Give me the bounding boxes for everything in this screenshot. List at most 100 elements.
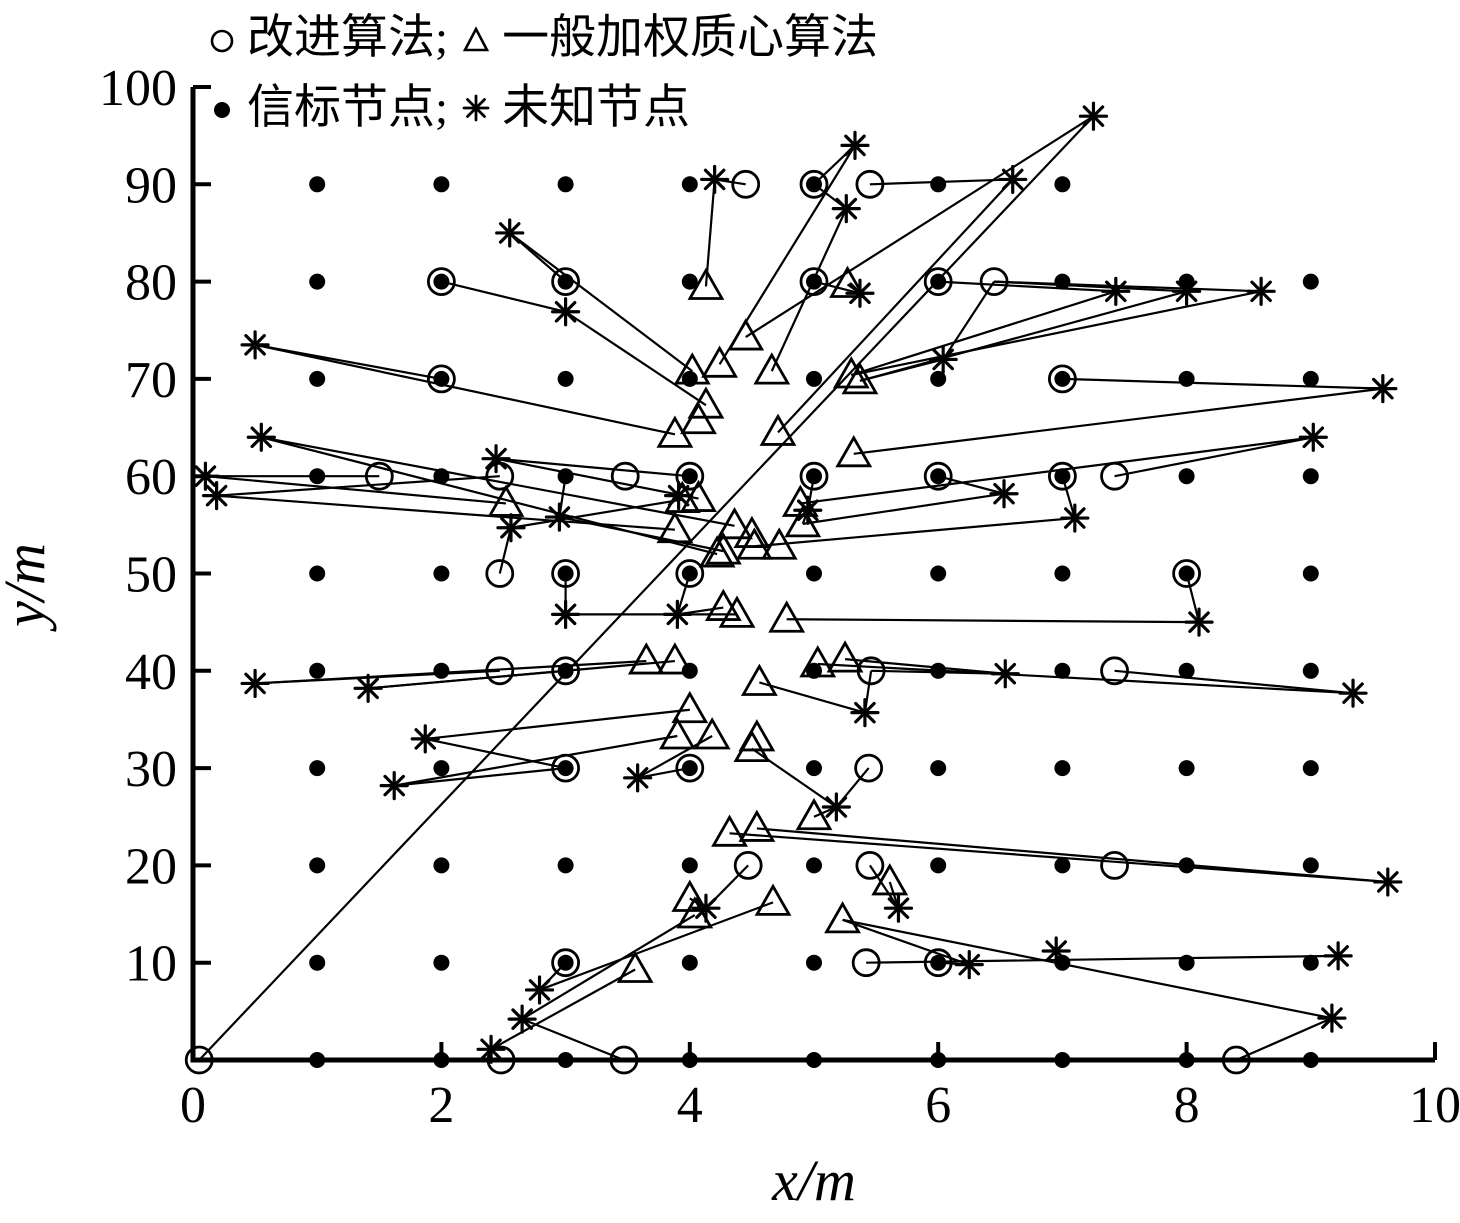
axes-layer: 0 2 4 6 8 10 10 20 30 40 50 60 70 80 90 100 x/m y/m	[0, 60, 1460, 1213]
beacon-node-marker	[1302, 662, 1319, 679]
beacon-node-marker	[1054, 662, 1071, 679]
beacon-node-marker	[1178, 662, 1195, 679]
unknown-node-marker	[821, 792, 851, 822]
centroid-estimate-marker	[711, 814, 748, 847]
unknown-node-marker	[1317, 1003, 1347, 1033]
error-line	[216, 494, 675, 531]
y-axis-tick-label: 40	[125, 644, 177, 701]
beacon-node-marker	[309, 370, 326, 387]
unknown-node-marker	[840, 130, 870, 160]
unknown-node-marker	[1101, 276, 1131, 306]
error-line	[539, 901, 774, 991]
error-line	[425, 708, 690, 741]
centroid-estimate-marker	[733, 515, 771, 548]
beacon-node-marker	[1054, 954, 1071, 971]
error-line	[868, 864, 900, 909]
beacon-node-marker	[681, 273, 698, 290]
unknown-node-marker	[246, 422, 276, 452]
unknown-node-marker	[1041, 936, 1071, 966]
error-line	[800, 436, 1314, 505]
improved-estimate-marker	[485, 656, 515, 686]
y-axis-tick-label: 80	[125, 255, 177, 312]
beacon-node-marker	[309, 857, 326, 874]
error-line	[942, 280, 996, 361]
improved-estimate-marker	[923, 461, 953, 491]
error-line	[844, 658, 1006, 675]
error-line	[637, 767, 691, 779]
beacon-node-marker	[1178, 468, 1195, 485]
error-line	[394, 767, 566, 787]
beacon-node-marker	[433, 760, 450, 777]
centroid-estimate-marker	[841, 362, 879, 395]
centroid-estimate-marker	[704, 532, 742, 565]
beacon-node-marker	[681, 760, 698, 777]
unknown-node-marker	[495, 218, 525, 248]
improved-estimate-marker	[1048, 461, 1077, 491]
beacon-node-marker	[806, 857, 822, 874]
unknown-node-marker	[664, 481, 694, 511]
beacon-node-marker	[806, 565, 822, 582]
y-axis-tick-label: 90	[125, 157, 177, 214]
unknown-node-marker	[954, 950, 984, 980]
error-line	[368, 659, 675, 690]
improved-estimate-marker	[855, 169, 885, 199]
beacon-node-marker	[1302, 857, 1319, 874]
improved-estimate-marker	[1100, 461, 1129, 491]
centroid-estimate-marker	[673, 352, 711, 385]
centroid-estimate-marker	[687, 267, 725, 300]
centroid-estimate-marker	[658, 717, 696, 750]
centroid-estimate-marker	[871, 863, 909, 896]
legend: 改进算法; 一般加权质心算法 信标节点;	[205, 4, 878, 142]
error-line	[198, 115, 1095, 1061]
beacon-node-marker	[681, 176, 698, 193]
unknown-nodes-layer	[190, 101, 1403, 1064]
error-line	[842, 918, 970, 966]
unknown-node-marker	[524, 975, 555, 1005]
beacon-node-marker	[1178, 565, 1195, 582]
y-axis-tick-label: 30	[125, 741, 177, 798]
error-line	[704, 179, 716, 287]
unknown-node-marker	[1171, 276, 1202, 306]
unknown-node-marker	[1060, 503, 1090, 533]
beacon-node-marker	[1178, 857, 1195, 874]
centroid-estimate-marker	[740, 663, 778, 696]
improved-estimate-marker	[979, 267, 1009, 297]
error-line	[1062, 377, 1383, 390]
centroid-estimate-marker	[656, 642, 694, 675]
centroid-estimate-marker	[735, 527, 773, 560]
unknown-node-marker	[831, 194, 861, 224]
centroid-estimate-marker	[826, 640, 864, 673]
unknown-node-marker	[481, 444, 511, 474]
beacon-node-marker	[806, 760, 822, 777]
beacon-node-marker	[309, 176, 326, 193]
beacon-node-marker	[806, 954, 822, 971]
centroid-estimate-marker	[718, 595, 756, 628]
error-line	[802, 492, 1005, 525]
error-line	[851, 290, 1262, 377]
unknown-node-marker	[240, 330, 270, 360]
improved-estimate-marker	[851, 948, 881, 978]
error-line	[564, 310, 707, 407]
beacon-node-marker	[433, 273, 450, 290]
unknown-node-marker	[1298, 422, 1328, 452]
error-line	[261, 436, 735, 527]
unknown-node-marker	[240, 668, 270, 699]
improved-estimate-marker	[731, 169, 761, 199]
unknown-node-marker	[850, 698, 880, 728]
unknown-node-marker	[928, 344, 958, 375]
beacon-node-marker	[557, 370, 574, 387]
centroid-estimate-marker	[760, 527, 798, 560]
centroid-estimate-marker	[656, 510, 694, 544]
error-line	[521, 1018, 625, 1062]
beacon-node-marker	[1054, 468, 1071, 485]
improved-estimate-marker	[426, 364, 456, 394]
beacon-node-marker	[433, 662, 450, 679]
beacon-node-marker	[930, 176, 947, 193]
unknown-node-marker	[550, 297, 581, 327]
unknown-node-marker	[700, 164, 730, 195]
centroid-estimate-marker	[693, 717, 731, 750]
centroid-estimate-marker	[698, 535, 736, 568]
beacon-node-marker	[1302, 370, 1319, 387]
improved-estimate-marker	[923, 267, 953, 297]
